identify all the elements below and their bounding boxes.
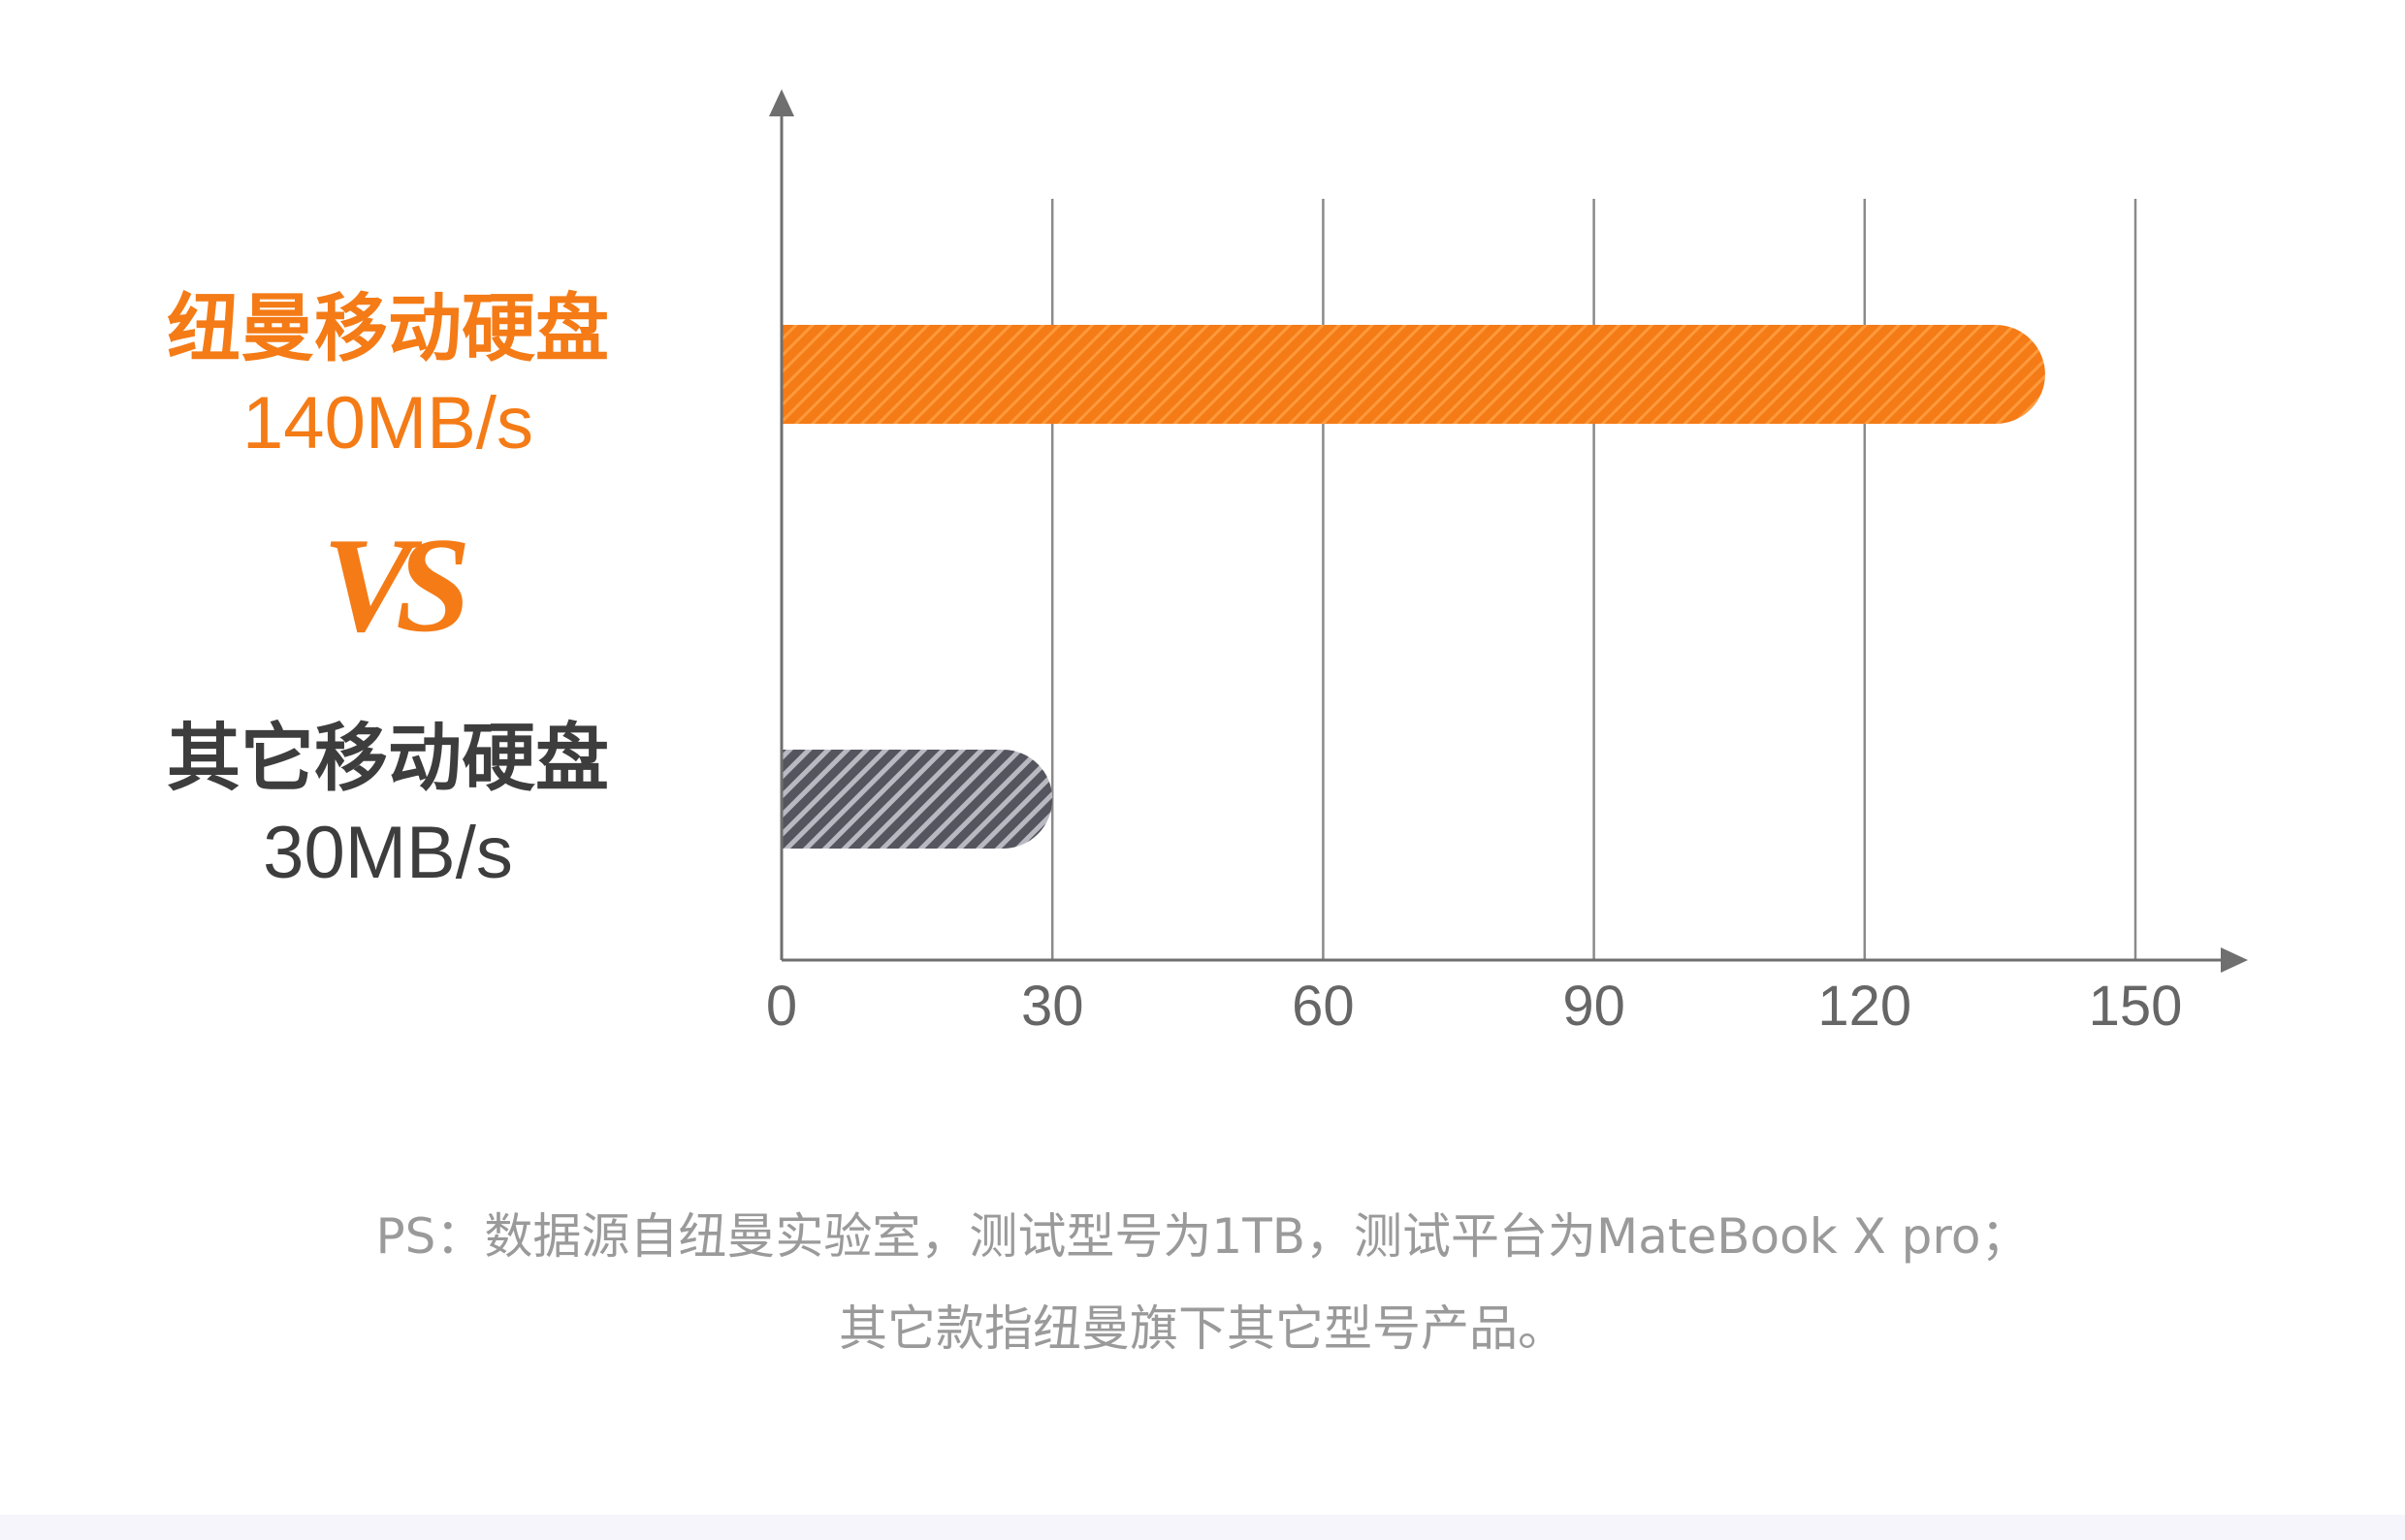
bar-primary bbox=[782, 325, 2045, 424]
vs-logo: VS bbox=[322, 510, 465, 660]
x-tick-labels: 0 30 60 90 120 150 bbox=[766, 975, 2183, 1038]
footnote-line-1: PS：数据源自纽曼实验室，测试型号为1TB，测试平台为MateBook X pr… bbox=[376, 1208, 2030, 1265]
x-tick-label-120: 120 bbox=[1817, 975, 1911, 1038]
bottom-band bbox=[0, 1515, 2405, 1540]
x-tick-label-0: 0 bbox=[766, 975, 797, 1038]
secondary-speed-label: 30MB/s bbox=[263, 812, 513, 894]
primary-speed-label: 140MB/s bbox=[242, 382, 533, 465]
bar-secondary bbox=[782, 750, 1053, 849]
grid-lines bbox=[1050, 199, 2137, 960]
bars bbox=[782, 325, 2045, 849]
x-tick-label-60: 60 bbox=[1292, 975, 1355, 1038]
axes bbox=[769, 89, 2248, 973]
primary-name-label: 纽曼移动硬盘 bbox=[167, 285, 609, 371]
x-tick-label-150: 150 bbox=[2089, 975, 2183, 1038]
x-tick-label-30: 30 bbox=[1021, 975, 1084, 1038]
x-axis-arrow bbox=[2221, 947, 2248, 973]
x-tick-label-90: 90 bbox=[1562, 975, 1625, 1038]
y-axis-arrow bbox=[769, 89, 794, 116]
secondary-name-label: 其它移动硬盘 bbox=[167, 715, 609, 801]
footnote-line-2: 其它款指纽曼旗下其它型号产品。 bbox=[839, 1300, 1566, 1357]
